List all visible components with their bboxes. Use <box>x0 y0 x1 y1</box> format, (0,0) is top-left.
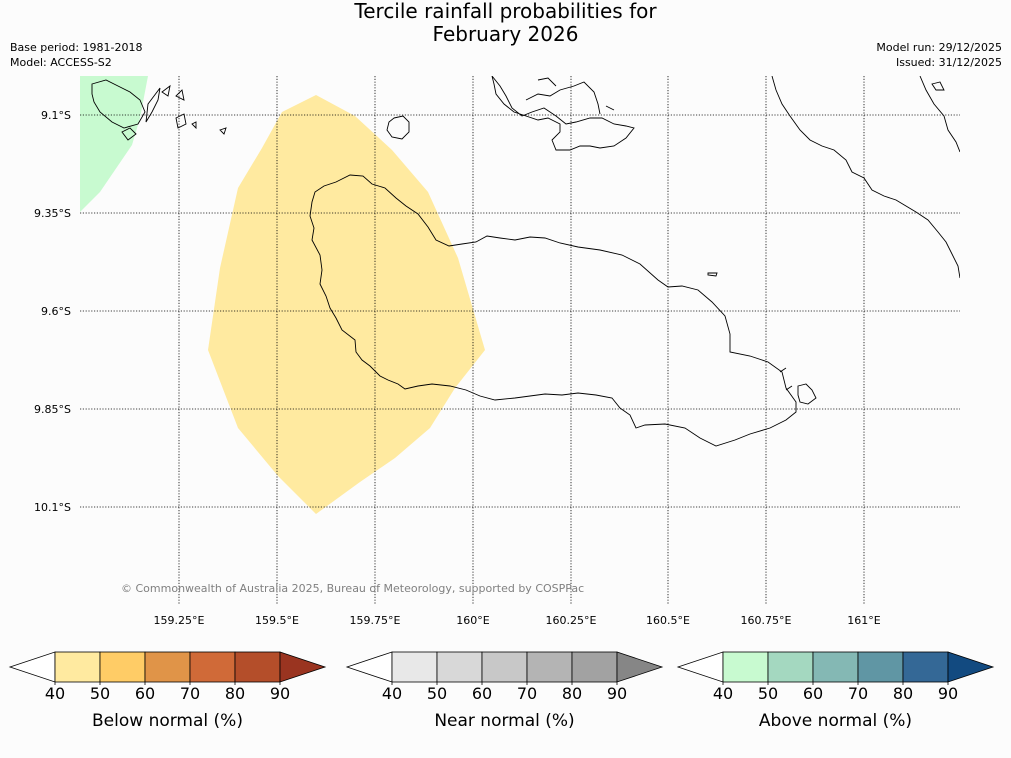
colorbar-extend-high <box>947 651 995 683</box>
lat-label: 9.85°S <box>34 403 71 416</box>
colorbar-tick-label: 90 <box>607 684 627 703</box>
coastline-guadalcanal <box>309 174 797 447</box>
coastline-marau <box>779 367 817 405</box>
colorbar-segment <box>144 651 191 683</box>
colorbar-segment <box>54 651 101 683</box>
colorbar-extend-low <box>8 651 56 683</box>
colorbar-caption: Below normal (%) <box>92 711 243 731</box>
colorbar-tick-label: 40 <box>382 684 402 703</box>
below-normal-region <box>208 95 485 514</box>
colorbar-tick-label: 90 <box>270 684 290 703</box>
colorbar-legends: 40 50 60 70 80 90 Below normal (%) 40 50 60 70 80 90… <box>8 651 995 731</box>
lon-label: 161°E <box>847 614 880 627</box>
colorbar-segment <box>526 651 573 683</box>
colorbar-segment <box>234 651 281 683</box>
above-normal-region <box>80 76 148 212</box>
colorbar-tick-label: 90 <box>938 684 958 703</box>
run-info: Model run: 29/12/2025 Issued: 31/12/2025 <box>876 40 1002 70</box>
coastline-malaita <box>771 76 960 279</box>
model-info: Base period: 1981-2018 Model: ACCESS-S2 <box>10 40 142 70</box>
colorbar-tick-label: 70 <box>180 684 200 703</box>
colorbar-segment <box>767 651 814 683</box>
colorbar-caption: Above normal (%) <box>759 711 912 731</box>
colorbar-segment <box>189 651 236 683</box>
copyright-notice: © Commonwealth of Australia 2025, Bureau… <box>121 582 584 595</box>
lon-label: 160.5°E <box>646 614 690 627</box>
model-run-text: Model run: 29/12/2025 <box>876 41 1002 54</box>
colorbar-tick-label: 70 <box>848 684 868 703</box>
colorbar-segment <box>857 651 904 683</box>
coastline-russell-islands <box>91 79 227 141</box>
colorbar-tick-label: 80 <box>225 684 245 703</box>
lat-label: 9.6°S <box>41 305 71 318</box>
lat-label: 9.1°S <box>41 109 71 122</box>
colorbar-tick-label: 50 <box>90 684 110 703</box>
lon-label: 159.75°E <box>350 614 401 627</box>
colorbar-segment <box>571 651 618 683</box>
colorbar-extend-low <box>676 651 724 683</box>
lon-label: 159.5°E <box>255 614 299 627</box>
colorbar-tick-label: 50 <box>427 684 447 703</box>
coastline-islet <box>707 272 718 277</box>
colorbar-tick-label: 40 <box>713 684 733 703</box>
colorbar-segment <box>481 651 528 683</box>
colorbar-tick-label: 60 <box>803 684 823 703</box>
colorbar-tick-label: 70 <box>517 684 537 703</box>
coastline-florida-islands <box>491 76 635 151</box>
colorbar-segment <box>902 651 949 683</box>
colorbar-segment <box>99 651 146 683</box>
colorbar-segment <box>812 651 859 683</box>
near-normal-colorbar: 40 50 60 70 80 90 Near normal (%) <box>345 651 664 731</box>
lon-label: 160°E <box>456 614 489 627</box>
lon-label: 160.75°E <box>741 614 792 627</box>
base-period-text: Base period: 1981-2018 <box>10 41 143 54</box>
colorbar-tick-label: 80 <box>562 684 582 703</box>
colorbar-tick-label: 60 <box>472 684 492 703</box>
colorbar-tick-label: 50 <box>758 684 778 703</box>
colorbar-extend-high <box>616 651 664 683</box>
lat-label: 10.1°S <box>34 501 71 514</box>
colorbar-segment <box>391 651 438 683</box>
colorbar-segment <box>722 651 769 683</box>
issued-text: Issued: 31/12/2025 <box>895 56 1002 69</box>
model-text: Model: ACCESS-S2 <box>10 56 112 69</box>
colorbar-segment <box>436 651 483 683</box>
above-normal-colorbar: 40 50 60 70 80 90 Above normal (%) <box>676 651 995 731</box>
title-line-2: February 2026 <box>432 22 579 46</box>
colorbar-tick-label: 60 <box>135 684 155 703</box>
colorbar-extend-low <box>345 651 393 683</box>
colorbar-tick-label: 80 <box>893 684 913 703</box>
lon-label: 159.25°E <box>154 614 205 627</box>
coastline-savo <box>386 115 410 140</box>
below-normal-colorbar: 40 50 60 70 80 90 Below normal (%) <box>8 651 327 731</box>
colorbar-caption: Near normal (%) <box>434 711 574 731</box>
title-line-1: Tercile rainfall probabilities for <box>354 0 657 23</box>
colorbar-tick-label: 40 <box>45 684 65 703</box>
lon-label: 160.25°E <box>546 614 597 627</box>
chart-title: Tercile rainfall probabilities for Febru… <box>0 0 1011 46</box>
lat-label: 9.35°S <box>34 207 71 220</box>
colorbar-extend-high <box>279 651 327 683</box>
graticule <box>80 76 960 604</box>
